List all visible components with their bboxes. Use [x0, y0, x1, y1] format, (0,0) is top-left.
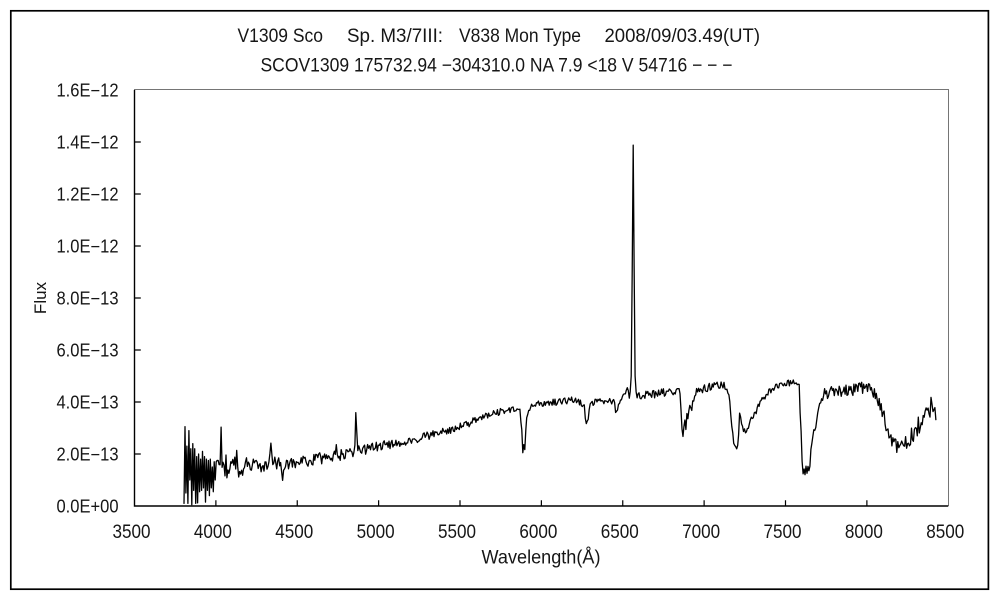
svg-text:6.0E−13: 6.0E−13 [57, 340, 119, 360]
svg-text:3500: 3500 [113, 522, 151, 543]
svg-text:2008/09/03.49(UT): 2008/09/03.49(UT) [605, 26, 761, 47]
svg-text:6000: 6000 [519, 522, 557, 543]
svg-text:8500: 8500 [926, 522, 964, 543]
svg-text:1.6E−12: 1.6E−12 [57, 80, 119, 100]
svg-text:V838 Mon Type: V838 Mon Type [459, 26, 581, 47]
svg-text:Wavelength(Å): Wavelength(Å) [482, 548, 601, 569]
svg-text:1.4E−12: 1.4E−12 [57, 132, 119, 152]
svg-text:5500: 5500 [438, 522, 476, 543]
svg-text:1.2E−12: 1.2E−12 [57, 184, 119, 204]
svg-text:1.0E−12: 1.0E−12 [57, 236, 119, 256]
svg-text:6500: 6500 [601, 522, 639, 543]
svg-text:8.0E−13: 8.0E−13 [57, 288, 119, 308]
svg-text:4500: 4500 [275, 522, 313, 543]
svg-text:4.0E−13: 4.0E−13 [57, 392, 119, 412]
svg-text:V1309 Sco: V1309 Sco [238, 26, 324, 47]
svg-text:7500: 7500 [764, 522, 802, 543]
svg-text:8000: 8000 [845, 522, 883, 543]
svg-text:SCOV1309 175732.94 −304310.0 N: SCOV1309 175732.94 −304310.0 NA 7.9 <18 … [261, 56, 733, 77]
svg-text:0.0E+00: 0.0E+00 [57, 496, 119, 516]
svg-text:4000: 4000 [194, 522, 232, 543]
svg-text:7000: 7000 [682, 522, 720, 543]
svg-text:Flux: Flux [31, 281, 50, 314]
svg-text:2.0E−13: 2.0E−13 [57, 444, 119, 464]
svg-text:Sp. M3/7III:: Sp. M3/7III: [347, 26, 443, 47]
svg-text:5000: 5000 [357, 522, 395, 543]
